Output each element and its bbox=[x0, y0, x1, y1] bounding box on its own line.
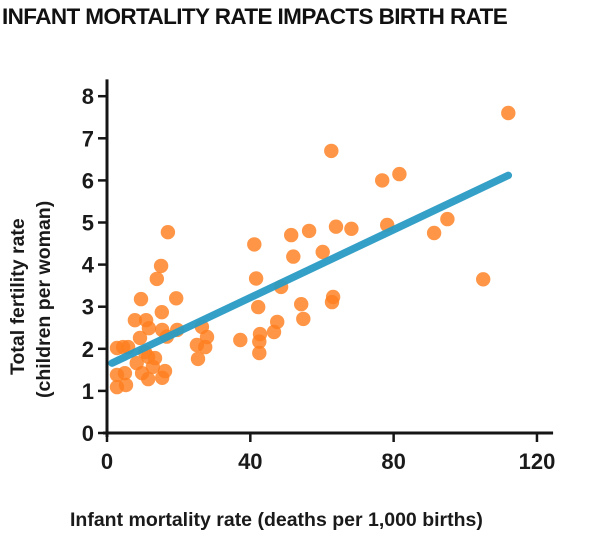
x-tick-label: 40 bbox=[238, 449, 262, 474]
data-point bbox=[248, 271, 264, 286]
trendline-layer bbox=[108, 171, 513, 367]
y-axis-label-line-2: (children per woman) bbox=[33, 201, 55, 398]
data-point bbox=[392, 166, 407, 182]
data-point bbox=[117, 366, 133, 381]
data-point bbox=[284, 227, 299, 243]
trendline bbox=[108, 171, 513, 367]
y-tick-label: 7 bbox=[82, 126, 94, 151]
y-tick-label: 2 bbox=[82, 337, 94, 362]
data-point bbox=[198, 339, 213, 355]
data-point bbox=[328, 219, 344, 234]
data-point bbox=[324, 294, 340, 310]
data-point bbox=[118, 377, 134, 393]
y-axis-label-line-1: Total fertility rate bbox=[7, 218, 29, 375]
y-tick-label: 1 bbox=[82, 379, 94, 404]
data-point bbox=[133, 291, 149, 307]
data-point bbox=[247, 237, 262, 252]
data-point bbox=[169, 291, 184, 306]
data-point bbox=[153, 258, 169, 274]
data-point bbox=[440, 211, 455, 227]
data-point bbox=[315, 244, 330, 260]
data-point bbox=[160, 225, 176, 240]
data-point bbox=[155, 370, 170, 385]
x-axis-label: Infant mortality rate (deaths per 1,000 … bbox=[70, 509, 483, 531]
y-tick-label: 5 bbox=[82, 211, 94, 236]
y-tick-label: 8 bbox=[82, 84, 94, 109]
x-tick-label: 80 bbox=[381, 449, 405, 474]
y-tick-label: 3 bbox=[82, 295, 94, 320]
x-tick-label: 120 bbox=[519, 449, 556, 474]
data-point bbox=[141, 321, 157, 336]
data-point bbox=[252, 345, 267, 361]
data-point bbox=[375, 173, 390, 188]
x-tick-label: 0 bbox=[101, 449, 113, 474]
data-point bbox=[294, 297, 309, 312]
data-point bbox=[127, 313, 143, 328]
data-point bbox=[251, 299, 266, 315]
data-point bbox=[252, 334, 267, 349]
points-layer bbox=[109, 105, 516, 395]
data-point bbox=[501, 105, 516, 121]
data-point bbox=[154, 305, 169, 320]
chart-title: INFANT MORTALITY RATE IMPACTS BIRTH RATE bbox=[2, 4, 508, 29]
data-point bbox=[296, 311, 311, 327]
data-point bbox=[301, 223, 317, 239]
data-point bbox=[149, 271, 164, 287]
data-point bbox=[141, 371, 156, 387]
data-point bbox=[286, 249, 301, 264]
data-point bbox=[132, 330, 148, 346]
data-point bbox=[145, 359, 161, 375]
data-point bbox=[266, 324, 282, 340]
y-tick-label: 0 bbox=[82, 421, 94, 446]
data-point bbox=[344, 221, 359, 236]
y-tick-label: 4 bbox=[82, 253, 95, 278]
data-point bbox=[476, 272, 491, 287]
y-tick-label: 6 bbox=[82, 168, 94, 193]
data-point bbox=[426, 225, 442, 241]
data-point bbox=[190, 351, 206, 367]
data-point bbox=[233, 332, 248, 348]
data-point bbox=[324, 143, 339, 159]
